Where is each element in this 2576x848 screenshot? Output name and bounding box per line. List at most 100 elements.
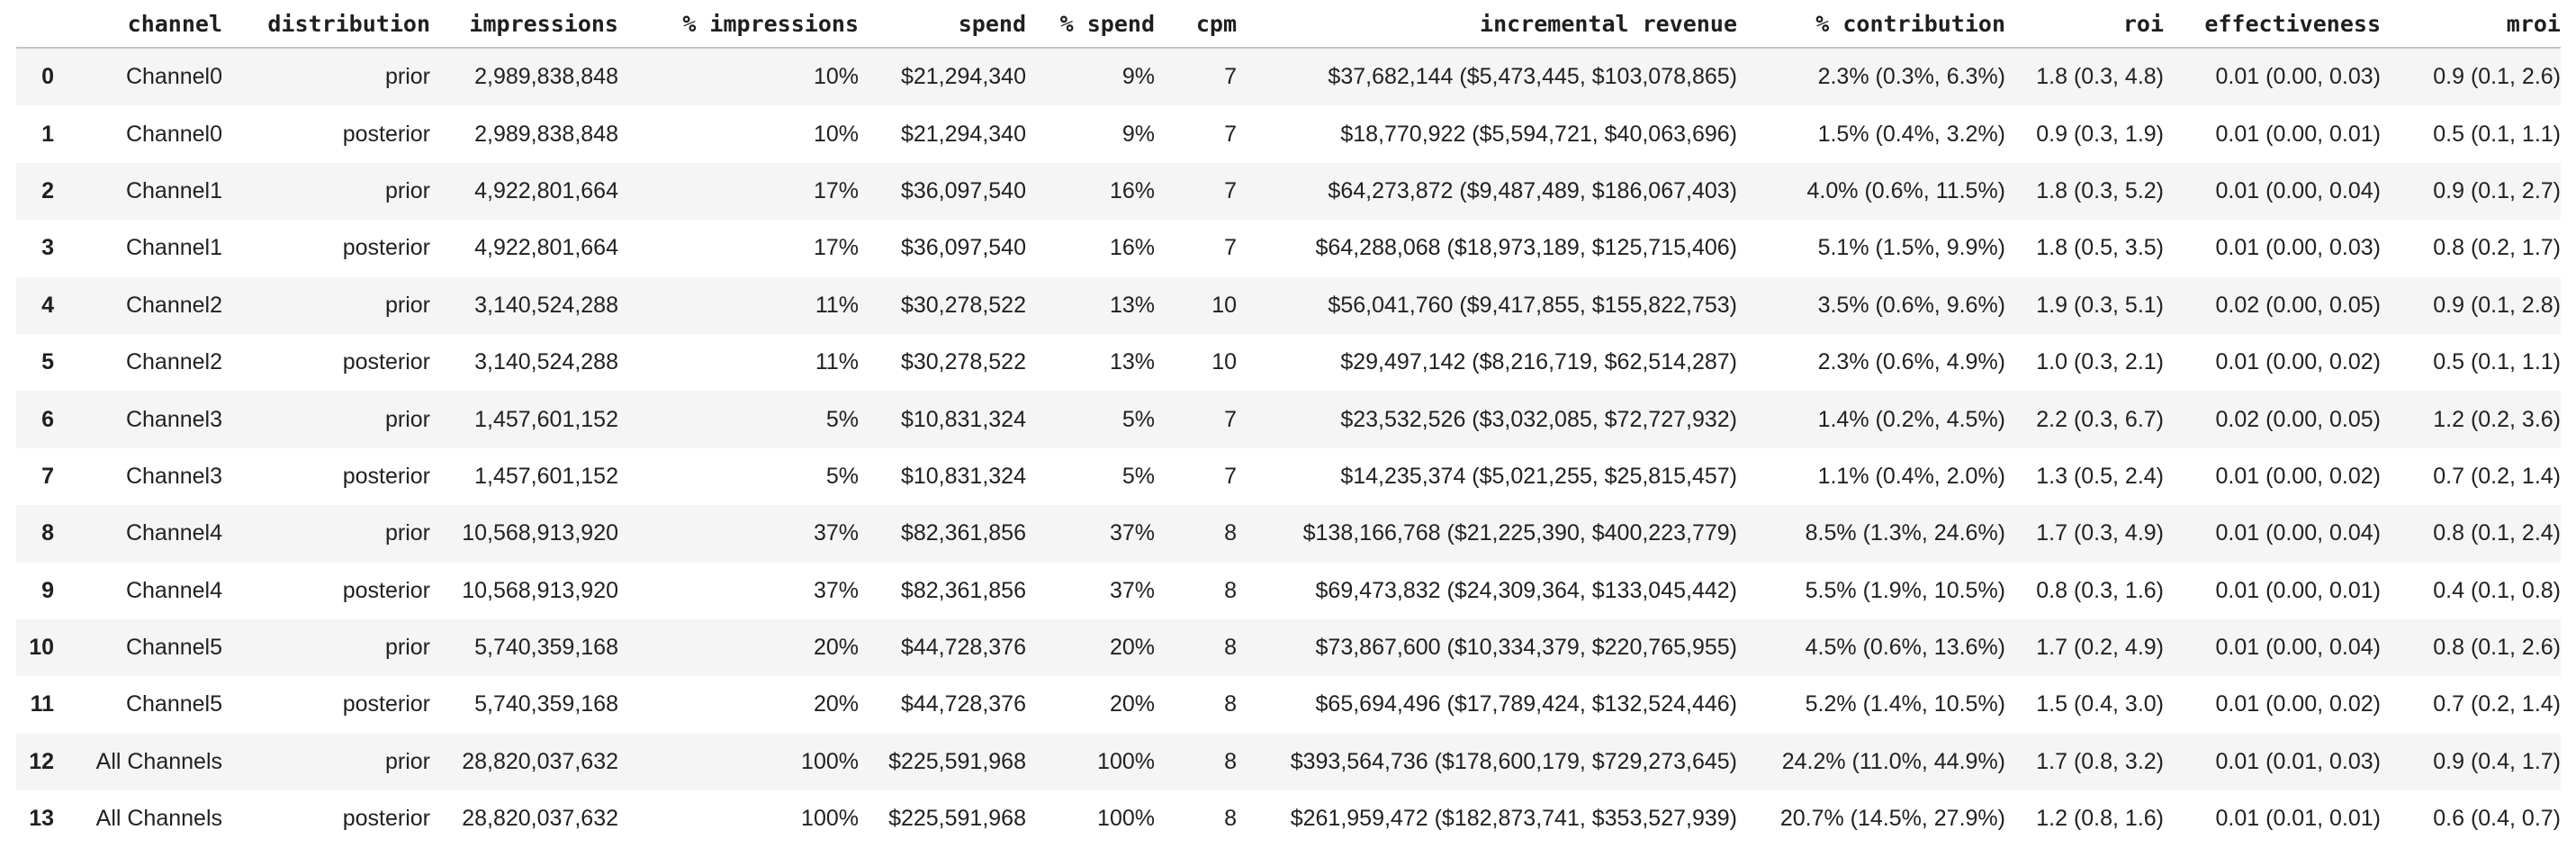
cell-distribution: posterior <box>342 349 430 375</box>
cell-mroi: 0.9 (0.1, 2.8) <box>2433 292 2561 318</box>
cell-spend: $36,097,540 <box>900 177 1026 203</box>
row-index: 9 <box>41 577 54 603</box>
cell-pct-spend: 20% <box>1109 691 1155 717</box>
cell-pct-impressions: 37% <box>813 577 859 603</box>
cell-distribution: prior <box>384 64 430 90</box>
cell-pct-contribution: 4.0% (0.6%, 11.5%) <box>1806 177 2005 203</box>
cell-cpm: 7 <box>1224 463 1237 489</box>
cell-channel: Channel3 <box>125 406 222 432</box>
cell-distribution: prior <box>384 748 430 774</box>
table-row: 0 Channel0 prior 2,989,838,848 10% $21,294,34… <box>16 48 2561 106</box>
cell-spend: $225,591,968 <box>888 806 1026 832</box>
cell-cpm: 7 <box>1224 121 1237 147</box>
cell-roi: 1.7 (0.3, 4.9) <box>2036 520 2164 546</box>
cell-channel: All Channels <box>95 748 222 774</box>
cell-pct-impressions: 20% <box>813 635 859 661</box>
cell-cpm: 8 <box>1224 691 1237 717</box>
cell-incremental-revenue: $37,682,144 ($5,473,445, $103,078,865) <box>1328 64 1737 90</box>
cell-spend: $30,278,522 <box>900 349 1026 375</box>
column-header-pct-contribution: % contribution <box>1737 0 2005 49</box>
cell-pct-contribution: 1.5% (0.4%, 3.2%) <box>1817 121 2005 147</box>
cell-pct-contribution: 3.5% (0.6%, 9.6%) <box>1817 292 2005 318</box>
cell-impressions: 10,568,913,920 <box>462 520 618 546</box>
cell-roi: 1.8 (0.3, 5.2) <box>2036 177 2164 203</box>
cell-distribution: posterior <box>342 577 430 603</box>
cell-distribution: posterior <box>342 121 430 147</box>
column-header-incremental-revenue: incremental revenue <box>1237 0 1737 49</box>
table-row: 4 Channel2 prior 3,140,524,288 11% $30,278,52… <box>16 276 2561 334</box>
cell-pct-spend: 13% <box>1109 349 1155 375</box>
cell-incremental-revenue: $261,959,472 ($182,873,741, $353,527,939… <box>1290 806 1737 832</box>
column-header-effectiveness: effectiveness <box>2164 0 2381 49</box>
column-header-index <box>16 0 54 49</box>
cell-effectiveness: 0.01 (0.00, 0.01) <box>2215 121 2381 147</box>
cell-cpm: 10 <box>1211 292 1237 318</box>
cell-impressions: 4,922,801,664 <box>474 235 618 261</box>
cell-incremental-revenue: $64,273,872 ($9,487,489, $186,067,403) <box>1328 177 1737 203</box>
cell-roi: 0.9 (0.3, 1.9) <box>2036 121 2164 147</box>
cell-distribution: posterior <box>342 463 430 489</box>
cell-pct-contribution: 1.4% (0.2%, 4.5%) <box>1817 406 2005 432</box>
cell-roi: 1.2 (0.8, 1.6) <box>2036 806 2164 832</box>
row-index: 5 <box>41 349 54 375</box>
cell-channel: Channel1 <box>125 177 222 203</box>
column-header-distribution: distribution <box>222 0 430 49</box>
cell-impressions: 1,457,601,152 <box>474 463 618 489</box>
cell-mroi: 0.5 (0.1, 1.1) <box>2433 121 2561 147</box>
cell-effectiveness: 0.02 (0.00, 0.05) <box>2215 292 2381 318</box>
table-row: 6 Channel3 prior 1,457,601,152 5% $10,831,324… <box>16 391 2561 448</box>
cell-roi: 2.2 (0.3, 6.7) <box>2036 406 2164 432</box>
cell-distribution: posterior <box>342 691 430 717</box>
cell-distribution: prior <box>384 520 430 546</box>
table-row: 13 All Channels posterior 28,820,037,632 100… <box>16 790 2561 848</box>
cell-roi: 1.8 (0.3, 4.8) <box>2036 64 2164 90</box>
cell-pct-contribution: 5.5% (1.9%, 10.5%) <box>1805 577 2005 603</box>
cell-effectiveness: 0.01 (0.00, 0.04) <box>2215 635 2381 661</box>
table-row: 8 Channel4 prior 10,568,913,920 37% $82,361,8… <box>16 505 2561 563</box>
cell-pct-spend: 20% <box>1109 635 1155 661</box>
cell-impressions: 3,140,524,288 <box>474 349 618 375</box>
table-row: 5 Channel2 posterior 3,140,524,288 11% $30,27… <box>16 333 2561 392</box>
cell-roi: 1.8 (0.5, 3.5) <box>2036 235 2164 261</box>
cell-pct-contribution: 2.3% (0.6%, 4.9%) <box>1817 349 2005 375</box>
cell-incremental-revenue: $56,041,760 ($9,417,855, $155,822,753) <box>1328 292 1737 318</box>
header-row: channel distribution impressions% impressi… <box>16 0 2561 49</box>
table-body: 0 Channel0 prior 2,989,838,848 10% $21,294,34… <box>16 48 2561 848</box>
cell-mroi: 0.9 (0.1, 2.7) <box>2433 177 2561 203</box>
cell-mroi: 0.5 (0.1, 1.1) <box>2433 349 2561 375</box>
column-header-roi: roi <box>2005 0 2164 49</box>
cell-effectiveness: 0.01 (0.01, 0.01) <box>2215 806 2381 832</box>
cell-cpm: 8 <box>1224 577 1237 603</box>
cell-pct-contribution: 8.5% (1.3%, 24.6%) <box>1805 520 2005 546</box>
cell-roi: 1.7 (0.2, 4.9) <box>2036 635 2164 661</box>
cell-impressions: 10,568,913,920 <box>462 577 618 603</box>
cell-impressions: 5,740,359,168 <box>474 635 618 661</box>
cell-incremental-revenue: $393,564,736 ($178,600,179, $729,273,645… <box>1290 748 1737 774</box>
cell-distribution: prior <box>384 292 430 318</box>
channel-summary-table: channel distribution impressions% impressi… <box>16 0 2561 848</box>
cell-spend: $10,831,324 <box>900 463 1026 489</box>
cell-pct-spend: 9% <box>1121 64 1155 90</box>
table-header: channel distribution impressions% impressi… <box>16 0 2561 49</box>
cell-pct-impressions: 37% <box>813 520 859 546</box>
cell-effectiveness: 0.01 (0.01, 0.03) <box>2215 748 2381 774</box>
cell-channel: Channel5 <box>125 635 222 661</box>
cell-roi: 1.9 (0.3, 5.1) <box>2036 292 2164 318</box>
table-row: 3 Channel1 posterior 4,922,801,664 17% $36,09… <box>16 220 2561 277</box>
cell-cpm: 10 <box>1211 349 1237 375</box>
cell-pct-impressions: 11% <box>815 349 859 375</box>
cell-effectiveness: 0.01 (0.00, 0.02) <box>2215 463 2381 489</box>
row-index: 1 <box>41 121 54 147</box>
cell-pct-impressions: 10% <box>813 64 859 90</box>
cell-pct-spend: 13% <box>1109 292 1155 318</box>
cell-impressions: 3,140,524,288 <box>474 292 618 318</box>
cell-roi: 1.7 (0.8, 3.2) <box>2036 748 2164 774</box>
cell-pct-impressions: 100% <box>801 748 859 774</box>
cell-incremental-revenue: $65,694,496 ($17,789,424, $132,524,446) <box>1315 691 1737 717</box>
cell-pct-spend: 16% <box>1109 177 1155 203</box>
cell-channel: Channel0 <box>125 64 222 90</box>
row-index: 4 <box>41 292 54 318</box>
cell-pct-contribution: 5.1% (1.5%, 9.9%) <box>1817 235 2005 261</box>
cell-pct-spend: 5% <box>1121 406 1155 432</box>
column-header-channel: channel <box>54 0 222 49</box>
